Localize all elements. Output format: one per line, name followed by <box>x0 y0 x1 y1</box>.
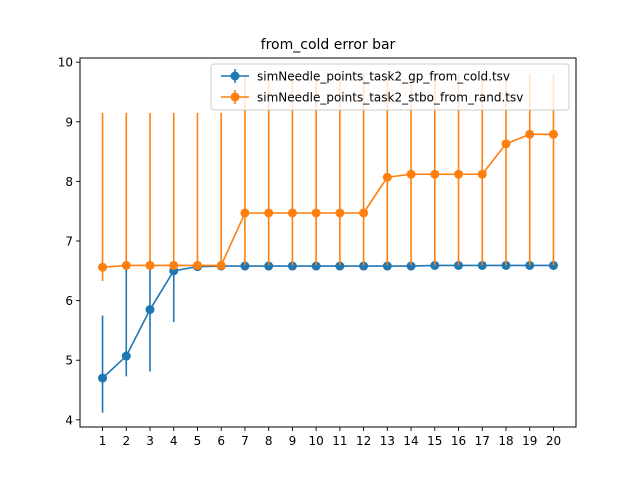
data-point <box>240 208 250 218</box>
data-point <box>98 262 108 272</box>
x-tick-label: 2 <box>122 434 130 448</box>
data-point <box>264 208 274 218</box>
data-point <box>98 373 108 383</box>
legend-marker <box>230 92 240 102</box>
data-point <box>169 260 179 270</box>
x-tick-label: 15 <box>427 434 442 448</box>
data-point <box>406 261 416 271</box>
data-point <box>430 169 440 179</box>
data-point <box>454 169 464 179</box>
data-point <box>359 208 369 218</box>
data-point <box>359 261 369 271</box>
x-tick-label: 8 <box>265 434 273 448</box>
y-tick-label: 5 <box>65 354 73 368</box>
data-point <box>477 169 487 179</box>
y-tick-label: 9 <box>65 115 73 129</box>
x-tick-label: 13 <box>380 434 395 448</box>
x-tick-label: 7 <box>241 434 249 448</box>
data-point <box>240 261 250 271</box>
chart-title: from_cold error bar <box>261 37 396 53</box>
y-tick-label: 4 <box>65 413 73 427</box>
y-tick-label: 6 <box>65 294 73 308</box>
data-point <box>121 260 131 270</box>
data-point <box>335 261 345 271</box>
data-point <box>145 305 155 315</box>
legend-box <box>210 63 570 111</box>
x-tick-label: 14 <box>403 434 418 448</box>
data-point <box>287 261 297 271</box>
data-point <box>145 260 155 270</box>
x-tick-label: 5 <box>194 434 202 448</box>
data-point <box>525 129 535 139</box>
legend: simNeedle_points_task2_gp_from_cold.tsvs… <box>210 63 570 111</box>
y-tick-label: 8 <box>65 175 73 189</box>
axes-frame <box>79 57 577 428</box>
data-point <box>548 129 558 139</box>
data-point <box>382 172 392 182</box>
legend-label: simNeedle_points_task2_stbo_from_rand.ts… <box>257 91 523 105</box>
y-tick-label: 7 <box>65 235 73 249</box>
x-tick-label: 20 <box>546 434 561 448</box>
data-point <box>335 208 345 218</box>
x-tick-label: 9 <box>289 434 297 448</box>
x-tick-label: 16 <box>451 434 466 448</box>
legend-label: simNeedle_points_task2_gp_from_cold.tsv <box>257 70 510 84</box>
data-point <box>311 261 321 271</box>
legend-marker <box>230 71 240 81</box>
data-point <box>501 139 511 149</box>
x-tick-label: 6 <box>217 434 225 448</box>
x-tick-label: 11 <box>332 434 347 448</box>
y-tick-label: 10 <box>58 56 73 70</box>
data-point <box>287 208 297 218</box>
x-tick-label: 4 <box>170 434 178 448</box>
x-tick-label: 17 <box>475 434 490 448</box>
data-point <box>406 169 416 179</box>
data-point <box>382 261 392 271</box>
x-tick-label: 19 <box>522 434 537 448</box>
x-tick-label: 1 <box>99 434 107 448</box>
x-tick-label: 10 <box>308 434 323 448</box>
data-point <box>264 261 274 271</box>
data-point <box>311 208 321 218</box>
x-tick-label: 18 <box>498 434 513 448</box>
x-tick-label: 12 <box>356 434 371 448</box>
data-point <box>121 351 131 361</box>
data-point <box>192 260 202 270</box>
x-tick-label: 3 <box>146 434 154 448</box>
data-point <box>216 260 226 270</box>
